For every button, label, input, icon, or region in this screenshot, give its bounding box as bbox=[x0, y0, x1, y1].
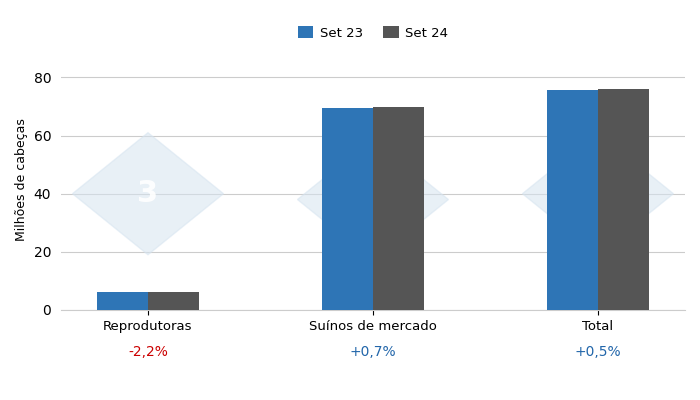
Legend: Set 23, Set 24: Set 23, Set 24 bbox=[293, 21, 454, 45]
Text: 3: 3 bbox=[587, 179, 608, 208]
Text: +0,7%: +0,7% bbox=[349, 345, 396, 359]
Bar bbox=[148, 292, 199, 310]
Text: 3: 3 bbox=[363, 185, 384, 214]
Text: 3: 3 bbox=[137, 179, 158, 208]
Bar bbox=[598, 89, 649, 310]
Bar bbox=[322, 108, 373, 310]
Y-axis label: Milhões de cabeças: Milhões de cabeças bbox=[15, 118, 28, 241]
Bar bbox=[97, 292, 148, 310]
Bar bbox=[547, 90, 598, 310]
Polygon shape bbox=[298, 138, 449, 260]
Text: +0,5%: +0,5% bbox=[575, 345, 621, 359]
Polygon shape bbox=[73, 133, 223, 255]
Text: -2,2%: -2,2% bbox=[128, 345, 168, 359]
Polygon shape bbox=[522, 133, 673, 255]
Bar bbox=[373, 106, 424, 310]
